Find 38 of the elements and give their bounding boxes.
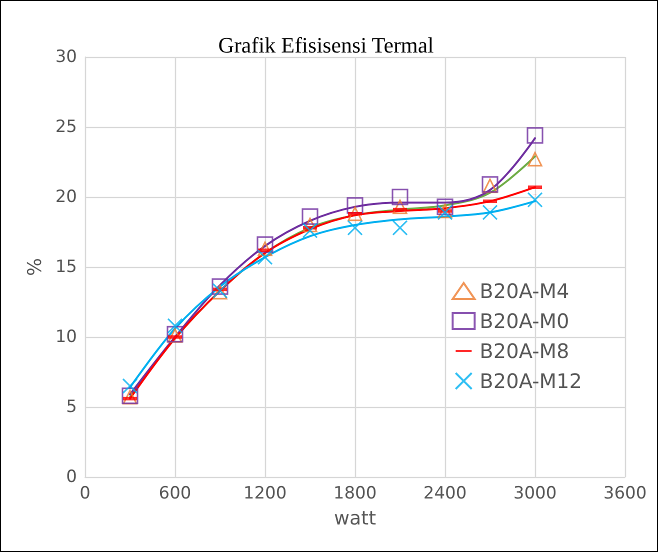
point: [482, 204, 498, 220]
legend-label: B20A-M0: [480, 309, 570, 333]
y-tick-label: 0: [66, 467, 77, 487]
y-tick-label: 30: [55, 47, 77, 67]
point: [257, 249, 273, 265]
legend-label: B20A-M8: [480, 339, 570, 363]
x-axis-title: watt: [334, 508, 376, 530]
legend-label: B20A-M4: [480, 279, 570, 303]
x-tick-label: 600: [158, 484, 192, 504]
x-tick-label: 2400: [423, 484, 467, 504]
point: [302, 208, 318, 225]
point: [302, 222, 318, 238]
y-tick-label: 5: [66, 397, 77, 417]
y-tick-label: 20: [55, 187, 77, 207]
point: [392, 188, 408, 206]
x-tick-label: 1800: [333, 484, 377, 504]
point: [347, 220, 363, 236]
point: [436, 198, 454, 216]
point: [528, 152, 542, 166]
y-axis-title: %: [24, 258, 46, 276]
point: [392, 200, 408, 214]
point: [526, 127, 544, 144]
y-tick-label: 15: [55, 257, 77, 277]
legend-label: B20A-M12: [480, 369, 582, 393]
x-tick-label: 1200: [243, 484, 287, 504]
chart-title: Grafik Efisisensi Termal: [218, 32, 434, 58]
point: [256, 236, 274, 253]
point: [122, 378, 138, 394]
x-tick-label: 3600: [603, 484, 647, 504]
x-tick-label: 0: [80, 484, 90, 504]
point: [167, 318, 183, 334]
x-tick-label: 3000: [513, 484, 557, 504]
point: [392, 220, 408, 236]
y-tick-label: 10: [55, 327, 77, 347]
point: [212, 278, 228, 295]
point: [302, 218, 318, 232]
point: [527, 192, 543, 208]
y-tick-label: 25: [55, 117, 77, 137]
